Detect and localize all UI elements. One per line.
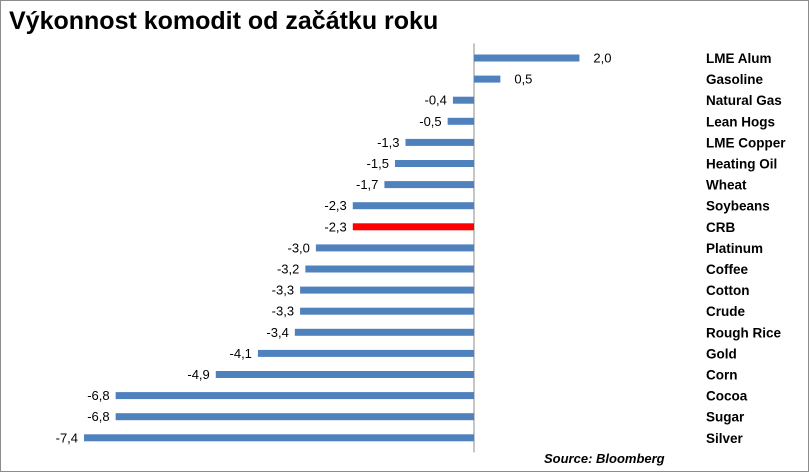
- bar: [300, 286, 474, 294]
- category-label: LME Alum: [706, 51, 772, 66]
- data-label: -4,9: [187, 367, 209, 382]
- category-label: Silver: [706, 431, 744, 446]
- category-label: CRB: [706, 220, 735, 235]
- bar: [352, 202, 474, 210]
- bar: [315, 244, 474, 252]
- data-label: -2,3: [324, 219, 346, 234]
- data-label: -3,0: [287, 240, 309, 255]
- bar: [384, 181, 474, 189]
- bar: [115, 392, 474, 400]
- bar: [474, 54, 580, 62]
- category-label: Lean Hogs: [706, 114, 775, 129]
- bar: [115, 413, 474, 421]
- category-label: Cotton: [706, 283, 749, 298]
- source-note: Source: Bloomberg: [544, 451, 665, 466]
- data-label: 0,5: [514, 72, 532, 87]
- bar: [257, 349, 474, 357]
- data-label: -6,8: [87, 409, 109, 424]
- bar: [447, 117, 474, 125]
- data-label: -0,5: [419, 114, 441, 129]
- bar: [405, 138, 474, 146]
- bar: [394, 160, 474, 167]
- bar: [352, 223, 474, 231]
- bar: [452, 96, 474, 104]
- bar: [305, 265, 474, 273]
- bar: [84, 434, 475, 442]
- category-label: Corn: [706, 368, 738, 383]
- bar: [300, 307, 474, 315]
- data-label: -4,1: [230, 346, 252, 361]
- data-label: -2,3: [324, 198, 346, 213]
- chart-title: Výkonnost komodit od začátku roku: [9, 7, 439, 35]
- category-label: Gasoline: [706, 72, 764, 87]
- category-label: Rough Rice: [706, 325, 781, 340]
- data-label: -6,8: [87, 388, 109, 403]
- bar: [294, 328, 474, 336]
- data-label: 2,0: [593, 51, 611, 66]
- category-label: LME Copper: [706, 135, 786, 150]
- category-label: Sugar: [706, 410, 745, 425]
- bar: [215, 371, 474, 378]
- data-label: -1,5: [367, 156, 389, 171]
- category-label: Wheat: [706, 178, 747, 193]
- category-label: Cocoa: [706, 389, 748, 404]
- category-label: Platinum: [706, 241, 763, 256]
- data-label: -3,2: [277, 262, 299, 277]
- data-label: -3,3: [272, 283, 294, 298]
- data-label: -1,7: [356, 177, 378, 192]
- category-label: Heating Oil: [706, 157, 777, 172]
- category-label: Gold: [706, 346, 737, 361]
- data-label: -3,4: [266, 325, 288, 340]
- category-label: Soybeans: [706, 199, 770, 214]
- bar: [474, 75, 501, 83]
- data-label: -0,4: [425, 93, 447, 108]
- data-label: -1,3: [377, 135, 399, 150]
- category-label: Crude: [706, 304, 745, 319]
- category-label: Coffee: [706, 262, 748, 277]
- data-label: -3,3: [272, 304, 294, 319]
- category-label: Natural Gas: [706, 93, 782, 108]
- data-label: -7,4: [56, 430, 78, 445]
